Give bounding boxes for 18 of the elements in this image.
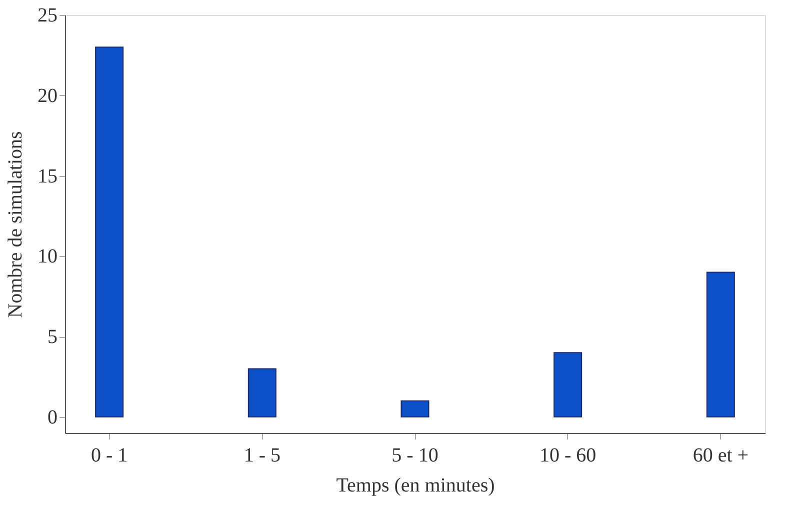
bar: [95, 46, 124, 418]
y-tick-label: 0: [48, 406, 58, 428]
bar: [706, 272, 735, 418]
y-axis-title: Nombre de simulations: [4, 130, 26, 318]
y-tick-label: 20: [38, 84, 58, 107]
x-tick-label: 60 et +: [692, 444, 749, 466]
x-tick-label: 5 - 10: [392, 444, 438, 466]
y-tick-label: 5: [48, 326, 58, 348]
y-tick-label: 10: [38, 246, 58, 268]
x-tick-label: 0 - 1: [90, 444, 128, 466]
x-tick-label: 10 - 60: [540, 444, 596, 466]
y-tick-label: 15: [38, 165, 58, 188]
bar: [248, 368, 276, 418]
y-tick-label: 25: [38, 4, 58, 26]
x-axis-title: Temps (en minutes): [336, 474, 495, 496]
bar: [554, 352, 582, 418]
x-tick-label: 1 - 5: [244, 444, 280, 466]
bar: [400, 400, 430, 418]
